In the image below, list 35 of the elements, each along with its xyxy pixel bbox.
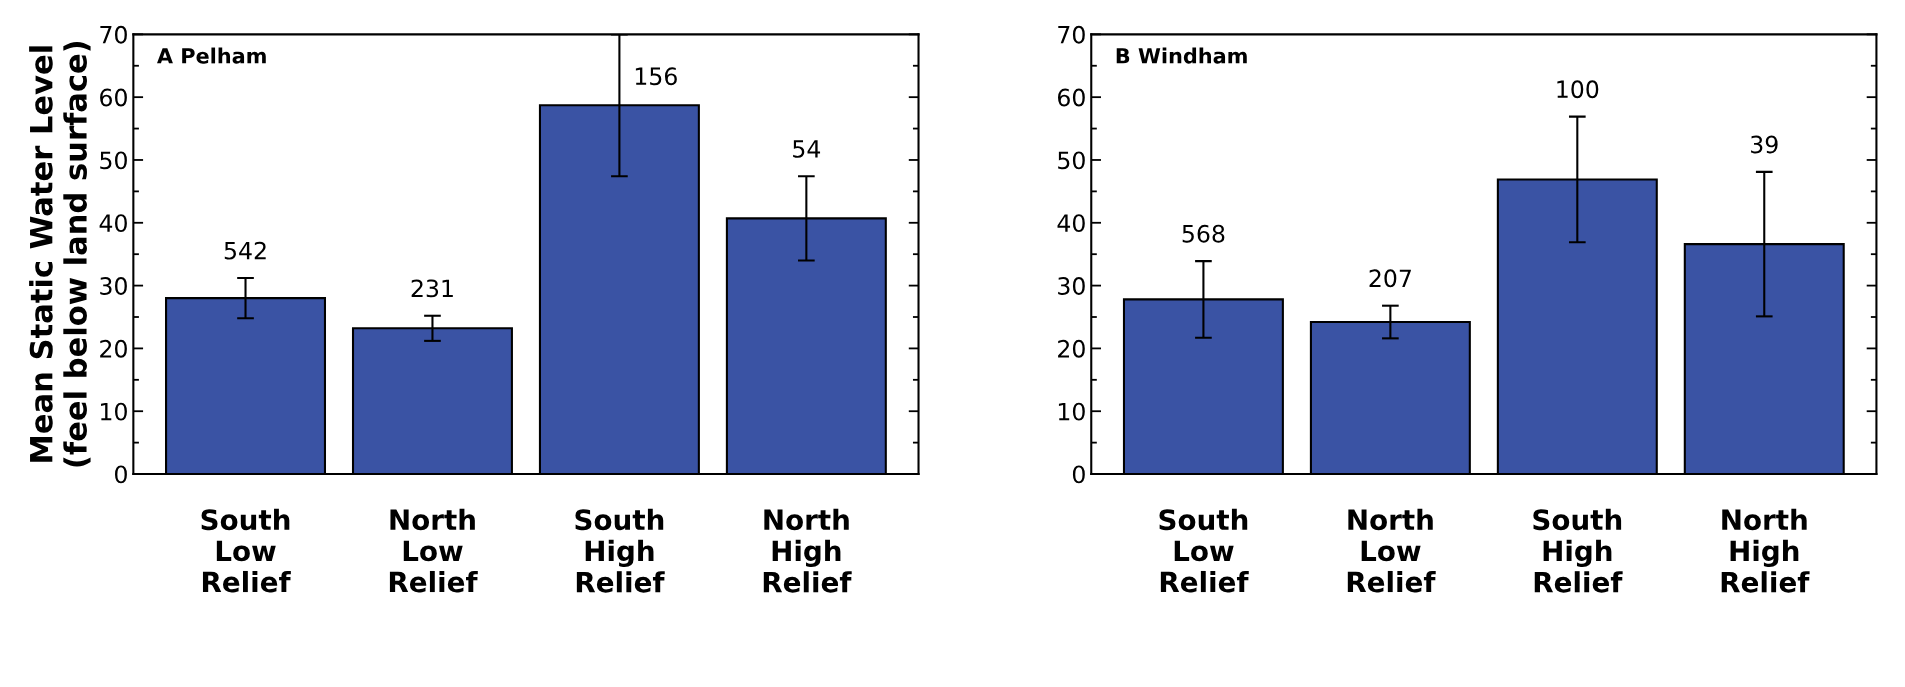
- y-tick-label: 40: [1057, 214, 1085, 233]
- annotation: 54: [793, 140, 821, 158]
- y-tick-label: 30: [1058, 277, 1085, 295]
- annotation: 231: [411, 279, 453, 298]
- y-tick-label: 10: [1058, 402, 1085, 421]
- y-tick-label: 0: [1072, 465, 1085, 484]
- text: A Pelham: [157, 47, 266, 64]
- x-tick-label: North High Relief: [1721, 508, 1810, 593]
- y-tick-label: 70: [100, 25, 127, 44]
- y-axis-title: Mean Static Water Level (feel below land surface): [29, 41, 91, 467]
- y-tick-label: 60: [100, 88, 127, 107]
- y-tick-label: 30: [100, 277, 127, 295]
- text: B Windham: [1116, 47, 1247, 64]
- y-tick-label: 50: [1058, 151, 1085, 170]
- annotation: 100: [1557, 80, 1599, 99]
- x-tick-label: North High Relief: [763, 508, 852, 593]
- y-tick-label: 0: [115, 465, 127, 484]
- y-tick-label: 20: [1058, 339, 1085, 358]
- y-tick-label: 10: [101, 402, 127, 421]
- y-tick-label: 50: [100, 151, 127, 170]
- annotation: 542: [224, 241, 266, 260]
- x-tick-label: North Low Relief: [389, 508, 478, 593]
- annotation: 568: [1182, 224, 1225, 243]
- x-tick-label: South Low Relief: [1159, 508, 1249, 593]
- x-tick-label: South High Relief: [575, 508, 665, 593]
- x-tick-label: South Low Relief: [201, 508, 291, 593]
- y-tick-label: 40: [99, 214, 127, 233]
- y-tick-label: 20: [100, 339, 127, 358]
- annotation: 207: [1369, 269, 1411, 288]
- x-tick-label: North Low Relief: [1347, 508, 1436, 593]
- y-tick-label: 60: [1058, 88, 1085, 107]
- annotation: 39: [1751, 135, 1778, 154]
- annotation: 156: [635, 67, 677, 86]
- x-tick-label: South High Relief: [1533, 508, 1623, 593]
- y-tick-label: 70: [1058, 25, 1085, 44]
